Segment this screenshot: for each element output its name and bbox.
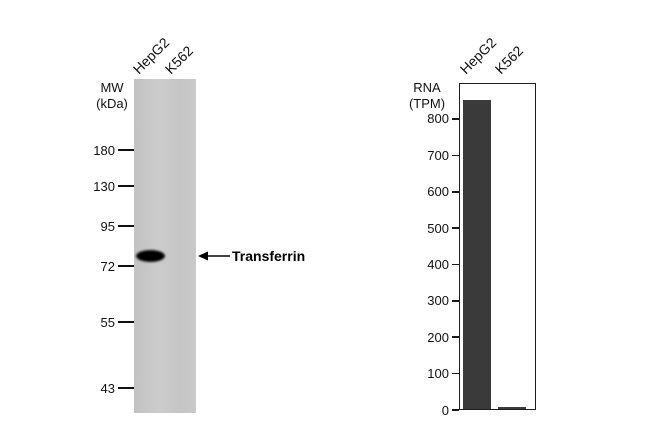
y-tick-label: 300 bbox=[427, 293, 449, 309]
mw-marker-label: 130 bbox=[93, 178, 115, 194]
mw-marker-tick bbox=[118, 265, 134, 267]
bar-chart-plot-area bbox=[459, 83, 536, 410]
mw-marker-tick bbox=[118, 225, 134, 227]
y-tick-mark bbox=[452, 154, 459, 157]
left-arrow-icon bbox=[198, 249, 230, 263]
mw-marker-tick bbox=[118, 149, 134, 151]
rna-axis-label-line2: (TPM) bbox=[408, 96, 446, 111]
y-tick-row: 800 bbox=[406, 111, 459, 127]
y-tick-mark bbox=[452, 409, 459, 411]
mw-axis-label: MW (kDa) bbox=[90, 80, 134, 112]
y-tick-label: 700 bbox=[427, 147, 449, 163]
mw-marker-label: 72 bbox=[100, 258, 115, 274]
y-tick-row: 600 bbox=[406, 184, 459, 200]
mw-marker-tick bbox=[118, 387, 134, 389]
mw-marker-label: 180 bbox=[93, 142, 115, 158]
y-tick-row: 400 bbox=[406, 256, 459, 272]
mw-marker-label: 43 bbox=[100, 380, 115, 396]
mw-marker-row: 55 bbox=[88, 314, 134, 330]
mw-marker-tick bbox=[118, 321, 134, 323]
mw-marker-row: 95 bbox=[88, 218, 134, 234]
mw-marker-row: 43 bbox=[88, 380, 134, 396]
mw-axis-label-line2: (kDa) bbox=[96, 96, 128, 111]
chart-category-label-hepg2: HepG2 bbox=[456, 34, 500, 77]
y-tick-mark bbox=[452, 118, 459, 120]
y-tick-label: 500 bbox=[427, 220, 449, 236]
y-tick-mark bbox=[452, 227, 459, 229]
mw-marker-row: 72 bbox=[88, 258, 134, 274]
y-tick-row: 200 bbox=[406, 329, 459, 345]
mw-marker-row: 180 bbox=[88, 142, 134, 158]
rna-axis-label-line1: RNA bbox=[413, 80, 441, 95]
band-annotation: Transferrin bbox=[232, 248, 306, 264]
y-tick-mark bbox=[452, 190, 459, 193]
y-tick-label: 100 bbox=[427, 366, 449, 382]
y-tick-mark bbox=[452, 300, 459, 302]
y-tick-mark bbox=[452, 372, 459, 375]
blot-lane-strip bbox=[134, 79, 196, 413]
mw-axis-label-line1: MW bbox=[100, 80, 124, 95]
y-tick-label: 200 bbox=[427, 329, 449, 345]
y-tick-label: 400 bbox=[427, 256, 449, 272]
y-tick-label: 0 bbox=[441, 402, 449, 418]
mw-marker-label: 55 bbox=[100, 314, 115, 330]
y-tick-row: 300 bbox=[406, 293, 459, 309]
mw-marker-tick bbox=[118, 185, 134, 187]
y-tick-mark bbox=[452, 336, 459, 339]
bar-k562 bbox=[498, 407, 526, 409]
y-tick-row: 100 bbox=[406, 366, 459, 382]
rna-axis-label: RNA (TPM) bbox=[404, 80, 450, 112]
y-tick-mark bbox=[452, 263, 459, 266]
y-tick-row: 0 bbox=[406, 402, 459, 418]
mw-marker-label: 95 bbox=[100, 218, 115, 234]
y-tick-row: 500 bbox=[406, 220, 459, 236]
bar-hepg2 bbox=[463, 99, 491, 409]
y-tick-row: 700 bbox=[406, 147, 459, 163]
y-tick-label: 600 bbox=[427, 184, 449, 200]
protein-band-core bbox=[139, 252, 162, 260]
mw-marker-row: 130 bbox=[88, 178, 134, 194]
y-tick-label: 800 bbox=[427, 111, 449, 127]
